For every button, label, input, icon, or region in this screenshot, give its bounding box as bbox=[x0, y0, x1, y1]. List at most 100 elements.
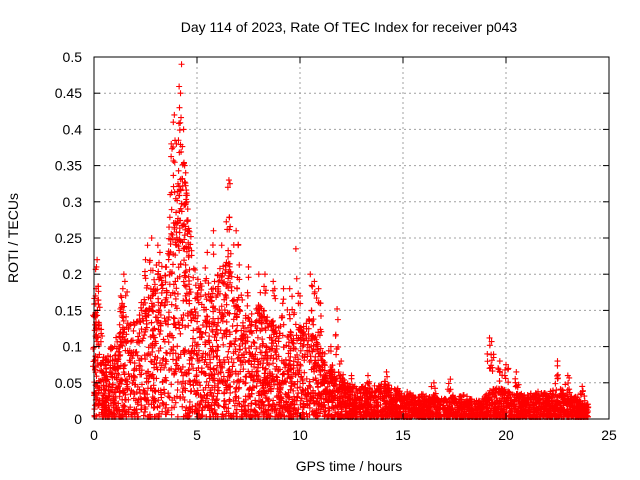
data-point bbox=[185, 227, 192, 234]
data-point bbox=[225, 348, 232, 355]
data-point bbox=[145, 312, 152, 319]
data-point bbox=[306, 378, 313, 385]
data-point bbox=[218, 274, 225, 281]
data-point bbox=[203, 319, 210, 326]
data-point bbox=[293, 362, 300, 369]
data-point bbox=[233, 227, 240, 234]
data-point bbox=[356, 406, 363, 413]
data-point bbox=[264, 380, 271, 387]
plot-frame bbox=[93, 56, 610, 420]
data-point bbox=[219, 411, 226, 418]
data-point bbox=[269, 318, 276, 325]
data-point bbox=[486, 342, 493, 349]
data-point bbox=[218, 378, 225, 385]
data-point bbox=[325, 405, 332, 412]
data-point bbox=[131, 374, 138, 381]
data-point bbox=[496, 389, 503, 396]
data-point bbox=[504, 366, 511, 373]
data-point bbox=[255, 302, 262, 309]
data-point bbox=[275, 366, 282, 373]
data-point bbox=[326, 388, 333, 395]
data-point bbox=[496, 358, 503, 365]
data-point bbox=[297, 397, 304, 404]
data-point bbox=[226, 331, 233, 338]
data-point bbox=[233, 311, 240, 318]
data-point bbox=[203, 296, 210, 303]
data-point bbox=[511, 392, 518, 399]
data-point bbox=[284, 368, 291, 375]
data-point bbox=[150, 308, 157, 315]
data-point bbox=[160, 336, 167, 343]
data-point bbox=[92, 321, 99, 328]
data-point bbox=[206, 375, 213, 382]
data-point bbox=[308, 366, 315, 373]
data-point bbox=[263, 375, 270, 382]
data-point bbox=[181, 236, 188, 243]
data-point bbox=[256, 310, 263, 317]
data-point bbox=[246, 318, 253, 325]
data-point bbox=[100, 386, 107, 393]
data-point bbox=[157, 387, 164, 394]
data-point bbox=[172, 399, 179, 406]
data-point bbox=[176, 149, 183, 156]
y-tick-label: 0.2 bbox=[63, 266, 83, 282]
y-axis-title: ROTI / TECUs bbox=[5, 193, 21, 283]
data-point bbox=[205, 337, 212, 344]
data-point bbox=[496, 368, 503, 375]
data-point bbox=[216, 277, 223, 284]
data-point bbox=[223, 218, 230, 225]
data-point bbox=[317, 326, 324, 333]
data-point bbox=[271, 292, 278, 299]
data-point bbox=[306, 344, 313, 351]
data-point bbox=[449, 404, 456, 411]
data-point bbox=[291, 309, 298, 316]
data-point bbox=[168, 365, 175, 372]
data-point bbox=[102, 402, 109, 409]
data-point bbox=[142, 299, 149, 306]
y-tick-label: 0.35 bbox=[55, 158, 82, 174]
data-point bbox=[178, 208, 185, 215]
data-point bbox=[220, 373, 227, 380]
data-point bbox=[182, 380, 189, 387]
data-point bbox=[143, 324, 150, 331]
data-point bbox=[299, 343, 306, 350]
data-point bbox=[216, 307, 223, 314]
data-point bbox=[539, 403, 546, 410]
data-point bbox=[584, 401, 591, 408]
data-point bbox=[137, 371, 144, 378]
data-point bbox=[415, 407, 422, 414]
data-point bbox=[583, 410, 590, 417]
data-point bbox=[150, 375, 157, 382]
data-point bbox=[109, 357, 116, 364]
data-point bbox=[168, 381, 175, 388]
data-point bbox=[124, 378, 131, 385]
axes: 0 5 10 15 20 2500.050.10.150.20.250.30.350.40… bbox=[55, 49, 617, 443]
data-point bbox=[492, 389, 499, 396]
data-point bbox=[170, 314, 177, 321]
data-point bbox=[284, 306, 291, 313]
data-point bbox=[153, 318, 160, 325]
data-point bbox=[119, 387, 126, 394]
data-point bbox=[129, 355, 136, 362]
data-point bbox=[236, 306, 243, 313]
data-point bbox=[496, 378, 503, 385]
data-point bbox=[283, 399, 290, 406]
data-point bbox=[174, 180, 181, 187]
data-point bbox=[188, 348, 195, 355]
data-point bbox=[299, 353, 306, 360]
data-point bbox=[280, 370, 287, 377]
data-point bbox=[214, 390, 221, 397]
data-points bbox=[90, 61, 592, 420]
data-point bbox=[158, 282, 165, 289]
data-point bbox=[409, 395, 416, 402]
data-point bbox=[543, 395, 550, 402]
data-point bbox=[187, 241, 194, 248]
data-point bbox=[148, 300, 155, 307]
data-point bbox=[203, 306, 210, 313]
data-point bbox=[433, 406, 440, 413]
data-point bbox=[303, 375, 310, 382]
data-point bbox=[273, 401, 280, 408]
data-point bbox=[308, 307, 315, 314]
data-point bbox=[242, 337, 249, 344]
data-point bbox=[482, 399, 489, 406]
